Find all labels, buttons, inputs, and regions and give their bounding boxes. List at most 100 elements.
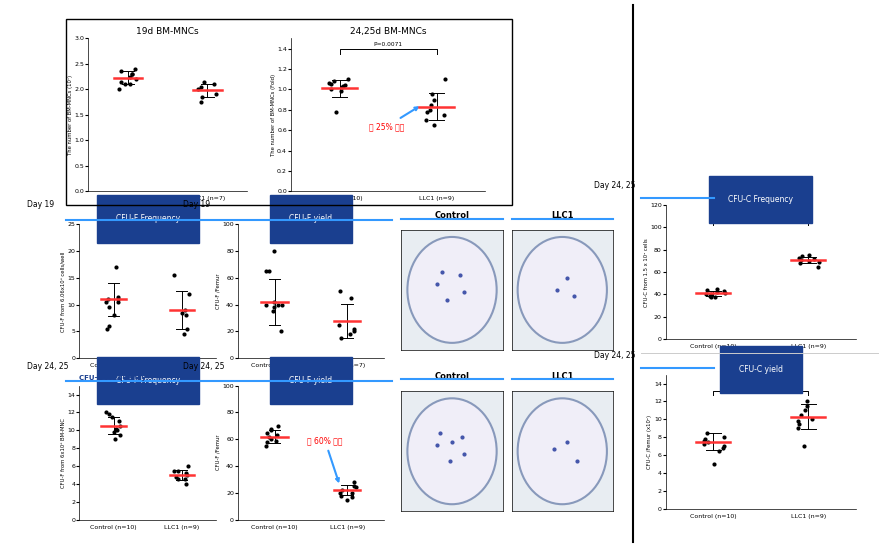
Point [437,110,451,119]
Y-axis label: CFU-C /Femur (x10²): CFU-C /Femur (x10²) [647,415,653,469]
Text: Day 24, 25: Day 24, 25 [183,362,224,370]
Point [101,410,116,418]
Point [802,251,816,260]
Point [259,266,273,275]
Text: ns: ns [145,231,151,236]
Point [267,298,281,306]
Point [717,287,731,295]
Y-axis label: CFU-C from 1.5 x 10⁴ cells: CFU-C from 1.5 x 10⁴ cells [644,238,648,306]
Point [709,288,723,296]
Text: P=0.0071: P=0.0071 [374,43,402,48]
Point [704,290,718,299]
Text: Control: Control [435,211,469,220]
Point [264,424,278,433]
Point [812,258,826,266]
Point [178,311,192,320]
Title: CFU-F Frequency: CFU-F Frequency [116,214,180,224]
Point [109,424,123,433]
Point [170,474,184,483]
Point [324,85,338,94]
Point [194,83,208,91]
Point [333,488,347,497]
Point [108,435,122,444]
Circle shape [518,237,607,343]
Point [334,486,348,494]
Point [259,438,273,446]
Title: CFU-F yield: CFU-F yield [289,376,333,385]
Title: CFU-F yield: CFU-F yield [289,214,333,224]
Point [273,327,288,336]
Point [800,401,814,410]
Point [107,428,121,437]
Text: CFU-C Frequency: CFU-C Frequency [79,375,146,381]
Point [179,480,193,488]
Point [805,415,819,424]
Point [710,284,724,293]
Point [697,440,711,449]
Point [715,444,729,452]
Point [807,254,821,263]
Point [811,262,825,271]
Point [438,75,452,84]
Point [340,495,355,504]
Point [104,412,118,421]
Point [794,255,808,264]
Point [342,330,356,339]
Point [111,295,125,304]
Point [347,478,361,486]
Text: LLC1: LLC1 [551,373,573,381]
Text: ns: ns [308,231,314,236]
Point [194,98,208,107]
Text: Control: Control [435,373,469,381]
Point [425,90,439,99]
Point [124,69,138,78]
Point [112,85,126,94]
Point [794,410,808,419]
Point [206,80,220,89]
Point [191,85,206,94]
Point [115,67,129,76]
Point [420,107,434,116]
Point [108,263,123,271]
Point [717,289,731,298]
Point [795,252,809,261]
Point [340,75,355,84]
Y-axis label: CFU-F /Femur: CFU-F /Femur [216,274,221,309]
Point [427,95,441,104]
Point [118,80,132,89]
Text: 약 25% 감소: 약 25% 감소 [369,107,418,131]
Point [799,397,813,406]
Point [335,83,349,92]
Point [111,298,125,306]
Point [348,483,363,492]
Point [183,289,197,298]
Title: 24,25d BM-MNCs: 24,25d BM-MNCs [350,27,426,36]
Point [424,100,438,109]
Point [101,322,116,330]
Point [427,121,441,130]
Point [125,69,139,78]
Point [102,303,116,312]
Point [195,92,209,101]
Point [181,462,195,470]
Y-axis label: CFU-F from 6x10⁶ BM-MNC: CFU-F from 6x10⁶ BM-MNC [61,418,66,487]
Point [345,492,359,501]
Circle shape [518,398,607,504]
Point [338,81,352,90]
Point [270,431,284,440]
Point [178,306,192,315]
Point [259,428,273,437]
Text: ***P=0.002: ***P=0.002 [744,215,778,220]
Point [123,72,137,81]
Point [180,470,194,479]
Point [347,327,361,336]
Title: CFU-F Frequency: CFU-F Frequency [116,376,180,385]
Text: Day 19: Day 19 [183,200,210,209]
Point [99,298,113,306]
Text: LLC1: LLC1 [551,211,573,220]
Point [326,77,340,85]
Point [798,406,812,415]
Text: Day 24, 25: Day 24, 25 [594,181,635,190]
Point [101,295,116,304]
Point [128,65,142,73]
